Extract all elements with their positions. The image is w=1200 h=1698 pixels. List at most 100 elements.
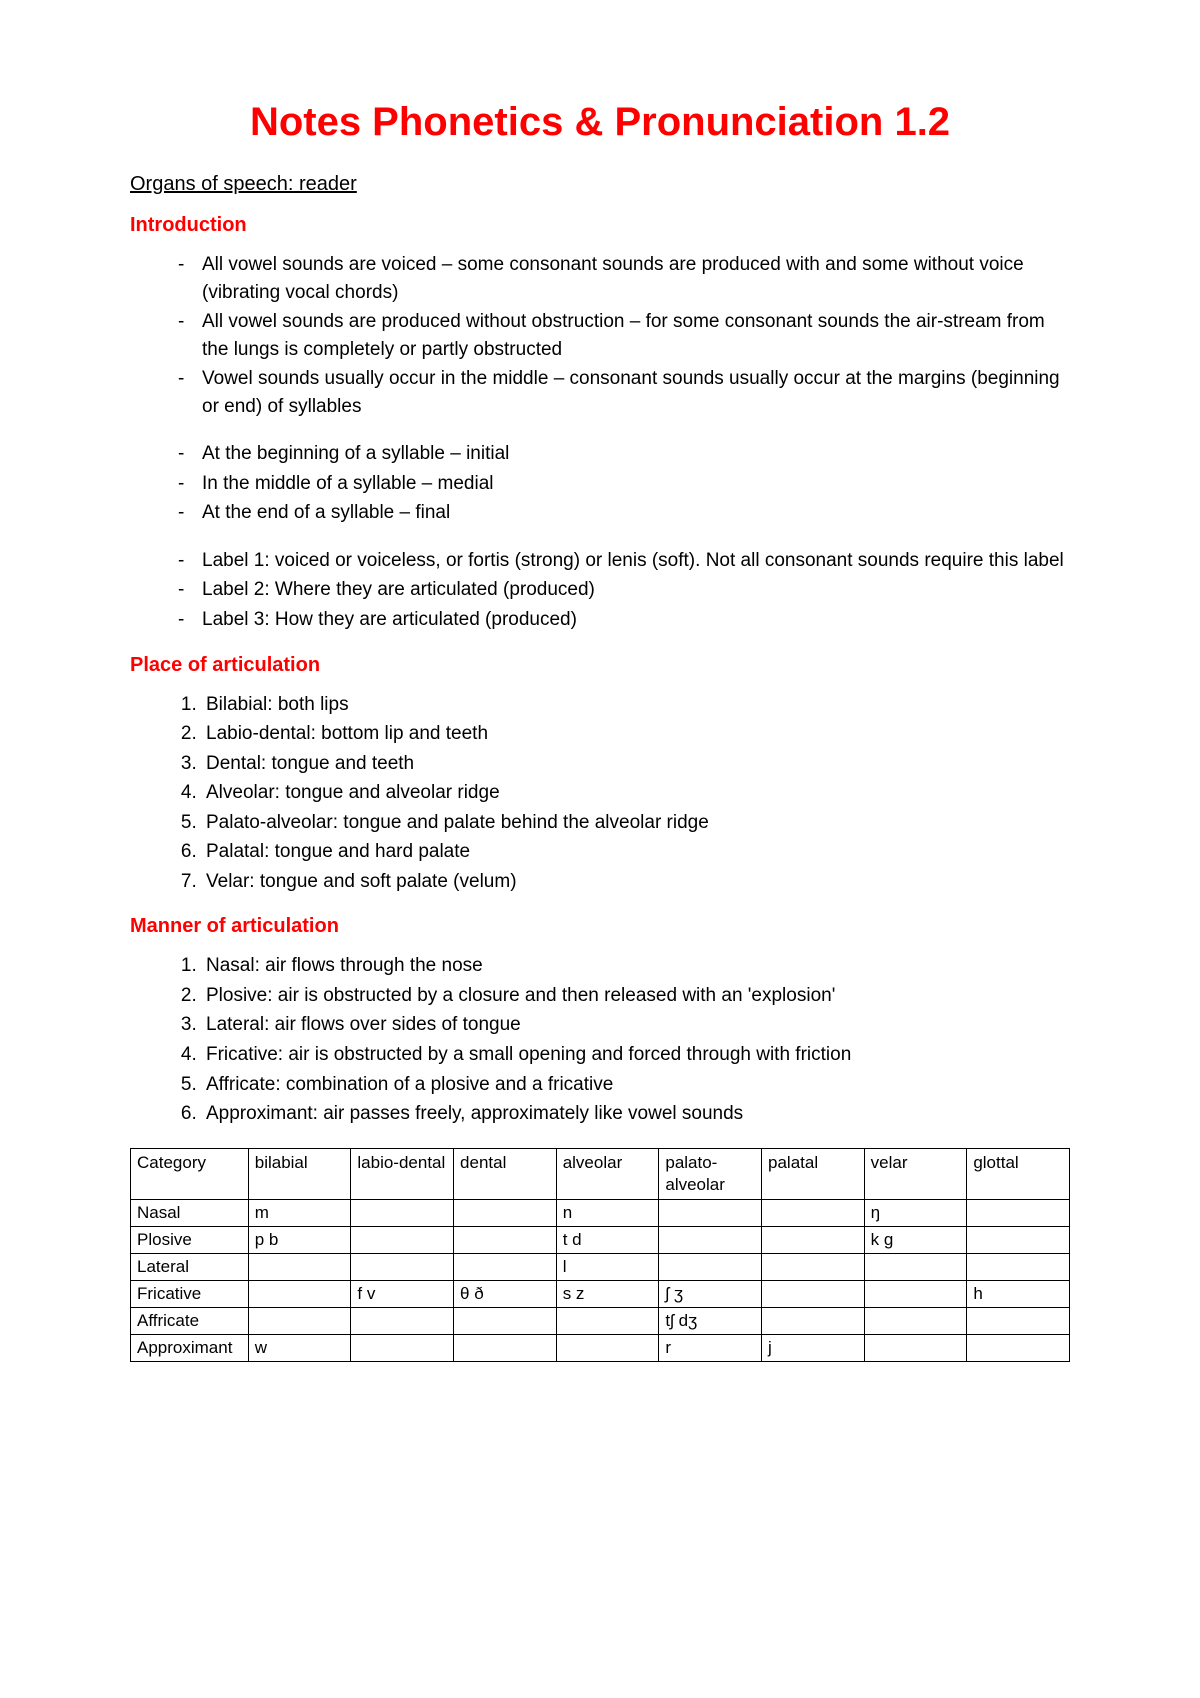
table-cell [454,1199,557,1226]
table-cell [762,1253,865,1280]
table-cell [351,1199,454,1226]
list-item: Plosive: air is obstructed by a closure … [202,982,1070,1010]
table-cell: tʃ dʒ [659,1307,762,1334]
table-header: bilabial [248,1148,351,1199]
table-cell [351,1226,454,1253]
table-cell [248,1280,351,1307]
table-cell: n [556,1199,659,1226]
manner-list: Nasal: air flows through the nose Plosiv… [130,952,1070,1127]
list-item: Label 2: Where they are articulated (pro… [178,576,1070,604]
consonant-table: Category bilabial labio-dental dental al… [130,1148,1070,1362]
list-item: All vowel sounds are voiced – some conso… [178,251,1070,306]
list-item: Label 1: voiced or voiceless, or fortis … [178,547,1070,575]
table-cell [967,1253,1070,1280]
table-cell [967,1307,1070,1334]
table-row: Fricative f v θ ð s z ʃ ʒ h [131,1280,1070,1307]
table-cell [762,1199,865,1226]
section-heading-place: Place of articulation [130,654,1070,677]
table-cell [659,1253,762,1280]
section-heading-manner: Manner of articulation [130,915,1070,938]
table-cell [351,1253,454,1280]
table-cell: Affricate [131,1307,249,1334]
table-row: Lateral l [131,1253,1070,1280]
list-item: Label 3: How they are articulated (produ… [178,606,1070,634]
table-cell [248,1307,351,1334]
subtitle: Organs of speech: reader [130,173,1070,196]
page-title: Notes Phonetics & Pronunciation 1.2 [130,100,1070,145]
intro-list-1: All vowel sounds are voiced – some conso… [130,251,1070,420]
table-cell [351,1307,454,1334]
table-row: Plosive p b t d k g [131,1226,1070,1253]
table-cell [864,1253,967,1280]
list-item: Nasal: air flows through the nose [202,952,1070,980]
table-header: palatal [762,1148,865,1199]
table-cell [659,1226,762,1253]
table-cell: Plosive [131,1226,249,1253]
list-item: All vowel sounds are produced without ob… [178,308,1070,363]
list-item: Labio-dental: bottom lip and teeth [202,720,1070,748]
list-item: Lateral: air flows over sides of tongue [202,1011,1070,1039]
list-item: Affricate: combination of a plosive and … [202,1071,1070,1099]
table-cell: f v [351,1280,454,1307]
table-cell: t d [556,1226,659,1253]
table-cell [967,1334,1070,1361]
list-item: Velar: tongue and soft palate (velum) [202,868,1070,896]
table-cell: Nasal [131,1199,249,1226]
table-cell [864,1307,967,1334]
table-header: velar [864,1148,967,1199]
table-header: dental [454,1148,557,1199]
table-cell [864,1280,967,1307]
table-cell [248,1253,351,1280]
table-cell: r [659,1334,762,1361]
table-header: labio-dental [351,1148,454,1199]
list-item: Alveolar: tongue and alveolar ridge [202,779,1070,807]
list-item: Fricative: air is obstructed by a small … [202,1041,1070,1069]
table-cell: ŋ [864,1199,967,1226]
table-cell: j [762,1334,865,1361]
table-cell: Approximant [131,1334,249,1361]
table-header-row: Category bilabial labio-dental dental al… [131,1148,1070,1199]
table-header: glottal [967,1148,1070,1199]
intro-list-2: At the beginning of a syllable – initial… [130,440,1070,527]
table-header: alveolar [556,1148,659,1199]
table-cell [762,1280,865,1307]
list-item: Approximant: air passes freely, approxim… [202,1100,1070,1128]
table-header: palato-alveolar [659,1148,762,1199]
table-cell [659,1199,762,1226]
table-cell [351,1334,454,1361]
list-item: Dental: tongue and teeth [202,750,1070,778]
table-cell [454,1307,557,1334]
table-cell: ʃ ʒ [659,1280,762,1307]
table-row: Affricate tʃ dʒ [131,1307,1070,1334]
place-list: Bilabial: both lips Labio-dental: bottom… [130,691,1070,896]
table-cell [762,1307,865,1334]
table-cell: m [248,1199,351,1226]
table-row: Approximant w r j [131,1334,1070,1361]
list-item: At the beginning of a syllable – initial [178,440,1070,468]
list-item: In the middle of a syllable – medial [178,470,1070,498]
list-item: Bilabial: both lips [202,691,1070,719]
table-header: Category [131,1148,249,1199]
intro-list-3: Label 1: voiced or voiceless, or fortis … [130,547,1070,634]
list-item: Vowel sounds usually occur in the middle… [178,365,1070,420]
table-cell: Fricative [131,1280,249,1307]
table-cell [454,1334,557,1361]
table-cell [967,1199,1070,1226]
table-cell: s z [556,1280,659,1307]
table-cell [762,1226,865,1253]
table-cell [454,1253,557,1280]
table-cell: l [556,1253,659,1280]
table-cell: Lateral [131,1253,249,1280]
table-cell: p b [248,1226,351,1253]
table-cell [556,1334,659,1361]
table-cell [967,1226,1070,1253]
table-cell: w [248,1334,351,1361]
table-cell: h [967,1280,1070,1307]
list-item: At the end of a syllable – final [178,499,1070,527]
table-row: Nasal m n ŋ [131,1199,1070,1226]
table-cell [454,1226,557,1253]
list-item: Palatal: tongue and hard palate [202,838,1070,866]
table-cell [864,1334,967,1361]
section-heading-intro: Introduction [130,214,1070,237]
table-cell [556,1307,659,1334]
